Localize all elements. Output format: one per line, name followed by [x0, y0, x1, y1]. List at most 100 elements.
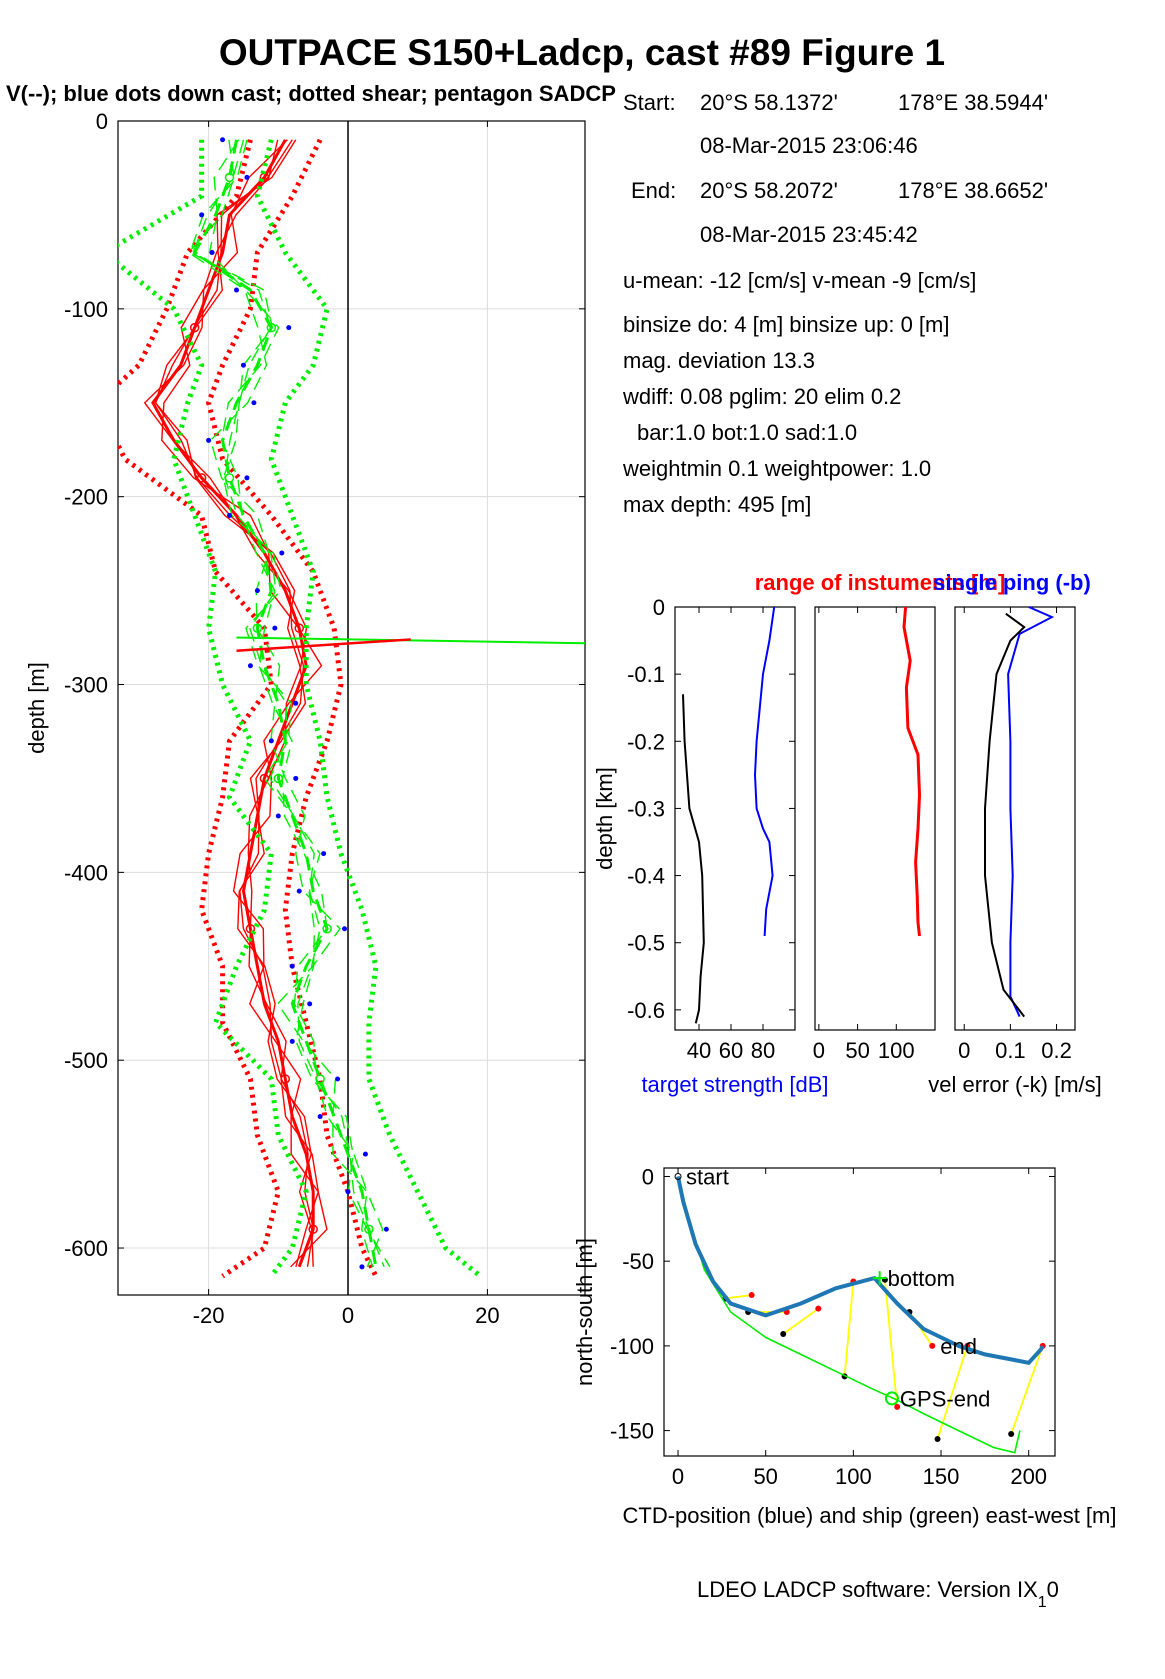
red-solid-line — [161, 139, 328, 1268]
y-tick-label: -0.2 — [627, 729, 665, 754]
x-tick-label: 0 — [958, 1038, 970, 1063]
end-lat: 20°S 58.2072' — [700, 178, 838, 203]
info-block: Start: 20°S 58.1372' 178°E 38.5944' 08-M… — [622, 90, 1048, 517]
black-profile-line — [984, 612, 1026, 1018]
green-dashed-line — [192, 139, 378, 1268]
ctd-ship-connector — [1010, 1345, 1044, 1435]
green-marker — [266, 322, 277, 333]
blue-dot — [317, 1114, 323, 1120]
ctd-ship-connector — [843, 1281, 855, 1377]
red-marker — [196, 473, 207, 483]
start-label: Start: — [623, 90, 676, 115]
x-tick-label: 100 — [835, 1464, 872, 1489]
blue-dot — [240, 362, 246, 368]
y-tick-label: -0.3 — [627, 796, 665, 821]
blue-dot — [268, 738, 274, 744]
red-marker — [294, 623, 304, 633]
y-tick-label: -200 — [64, 485, 108, 510]
x-tick-label: 0 — [813, 1038, 825, 1063]
start-lat: 20°S 58.1372' — [700, 90, 838, 115]
depth-km-label: depth [km] — [592, 767, 617, 870]
green-marker — [224, 172, 235, 183]
green-dotted-band-left — [118, 139, 309, 1278]
blue-dot — [359, 1264, 365, 1270]
green-marker — [364, 1224, 374, 1235]
y-tick-label: 0 — [96, 109, 108, 134]
red-solid-line — [154, 139, 314, 1267]
start-time: 08-Mar-2015 23:06:46 — [700, 133, 918, 158]
blue-dot — [307, 1001, 313, 1007]
start-marker — [674, 1172, 682, 1180]
y-tick-label: -150 — [610, 1419, 654, 1444]
means-text: u-mean: -12 [cm/s] v-mean -9 [cm/s] — [623, 268, 976, 293]
y-tick-label: -0.1 — [627, 662, 665, 687]
y-tick-label: -0.5 — [627, 931, 665, 956]
gps-end-marker — [884, 1391, 899, 1406]
weights-text: bar:1.0 bot:1.0 sad:1.0 — [637, 420, 857, 445]
blue-dot — [345, 1189, 351, 1195]
x-tick-label: 0.1 — [995, 1038, 1026, 1063]
x-tick-label: 50 — [845, 1038, 869, 1063]
blue-dot — [342, 926, 348, 932]
axes-frame — [117, 120, 586, 1296]
blue-dot — [296, 888, 302, 894]
red-dotted-band-left — [118, 139, 281, 1279]
target-strength-label: target strength [dB] — [641, 1072, 828, 1097]
single-ping-title: single ping (-b) — [933, 570, 1091, 595]
figure-title: OUTPACE S150+Ladcp, cast #89 Figure 1 — [219, 32, 945, 73]
blue-dot — [244, 475, 250, 481]
green-marker — [322, 923, 332, 934]
ctd-ship-connector — [725, 1294, 752, 1300]
y-tick-label: -600 — [64, 1236, 108, 1261]
blue-dot — [293, 775, 299, 781]
blue-dot — [254, 588, 260, 594]
x-tick-label: 200 — [1010, 1464, 1047, 1489]
blue-dot — [275, 813, 281, 819]
ship-dot — [1008, 1430, 1015, 1437]
axes-frame — [954, 606, 1076, 1031]
x-tick-label: 80 — [751, 1038, 775, 1063]
ctd-dot — [894, 1403, 901, 1410]
blue-dot — [286, 325, 292, 331]
green-marker — [273, 773, 284, 784]
y-tick-label: -400 — [64, 860, 108, 885]
y-tick-label: -0.6 — [627, 998, 665, 1023]
blue-dot — [251, 400, 257, 406]
track-label-end: end — [940, 1334, 977, 1359]
axes-frame — [674, 606, 796, 1031]
red-marker — [280, 1074, 291, 1084]
x-tick-label: 100 — [878, 1038, 915, 1063]
figure-subtitle: V(--); blue dots down cast; dotted shear… — [6, 81, 616, 106]
ctd-ship-connector — [782, 1307, 819, 1335]
red-marker — [259, 773, 270, 784]
x-tick-label: 40 — [687, 1038, 711, 1063]
blue-dot — [244, 174, 250, 180]
blue-dot — [227, 512, 233, 518]
velocity-error-panel: 0 0.1 0.2 single ping (-b) vel error (-k) [m… — [928, 570, 1102, 1097]
axes-frame — [663, 1167, 1056, 1457]
y-axis-label: depth [m] — [24, 662, 49, 754]
ctd-dot — [748, 1292, 755, 1299]
red-spike — [236, 638, 411, 652]
red-dotted-band-right — [205, 138, 379, 1278]
y-tick-label: -100 — [64, 297, 108, 322]
green-dotted-band-right — [254, 139, 482, 1279]
footer-end: 0 — [1047, 1577, 1059, 1602]
x-tick-label: 20 — [475, 1303, 499, 1328]
ctd-dot — [929, 1342, 936, 1349]
blue-dot — [321, 851, 327, 857]
black-profile-line — [682, 694, 705, 1024]
red-marker — [245, 923, 256, 934]
blue-dot — [335, 1076, 341, 1082]
x-tick-label: 60 — [719, 1038, 743, 1063]
blue-dot — [199, 212, 205, 218]
weightmin-text: weightmin 0.1 weightpower: 1.0 — [622, 456, 931, 481]
velocity-series-group — [118, 137, 585, 1279]
red-marker — [308, 1224, 318, 1235]
blue-dot — [209, 249, 215, 255]
end-label: End: — [631, 178, 676, 203]
ctd-dot — [815, 1305, 822, 1312]
y-tick-label: 0 — [642, 1164, 654, 1189]
x-tick-label: 0 — [672, 1464, 684, 1489]
